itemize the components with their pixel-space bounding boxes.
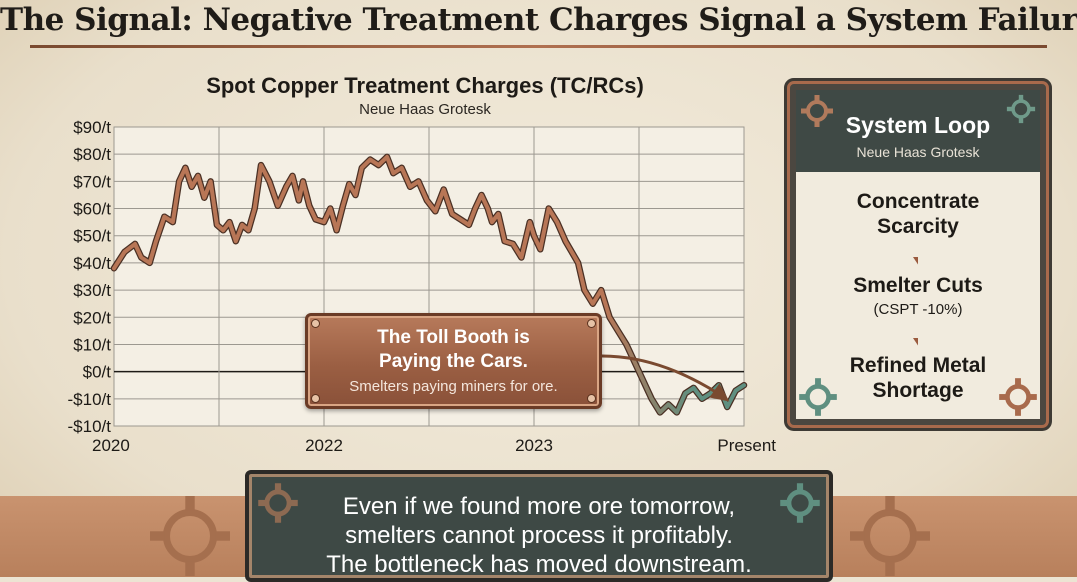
footer-line-1: Even if we found more ore tomorrow,	[342, 493, 736, 520]
y-tick-label: $60/t	[73, 200, 111, 219]
gear-icon	[1006, 94, 1036, 124]
y-tick-label: $90/t	[73, 118, 111, 137]
arrow-down-icon	[913, 338, 918, 346]
gear-icon	[999, 378, 1037, 416]
panel-header: System Loop Neue Haas Grotesk	[796, 90, 1040, 172]
x-tick-label: 2023	[515, 436, 553, 455]
y-tick-label: $80/t	[73, 145, 111, 164]
y-tick-label: $30/t	[73, 281, 111, 300]
chart-series	[110, 153, 748, 416]
gear-icon	[150, 496, 230, 576]
arrow-down-icon	[913, 257, 918, 265]
step-3-line-1: Refined Metal	[849, 354, 987, 377]
y-tick-label: $0/t	[83, 363, 112, 382]
chart-title: Spot Copper Treatment Charges (TC/RCs)	[206, 73, 644, 98]
gear-icon	[258, 483, 298, 523]
callout-arrow	[601, 354, 730, 402]
gear-icon	[780, 483, 820, 523]
series-line	[112, 154, 746, 415]
footer-line-3: The bottleneck has moved downstream.	[326, 551, 752, 578]
system-loop-panel: System Loop Neue Haas Grotesk Concentrat…	[790, 84, 1046, 425]
rivet	[312, 395, 319, 402]
step-refined-metal-shortage: Refined Metal Shortage	[796, 353, 1040, 403]
step-3-line-2: Shortage	[872, 379, 964, 402]
footer-message-box: Even if we found more ore tomorrow, smel…	[245, 470, 833, 582]
y-tick-label: $40/t	[73, 254, 111, 273]
gear-icon	[799, 378, 837, 416]
callout-line-1: The Toll Booth is	[377, 327, 530, 348]
y-tick-label: $20/t	[73, 308, 111, 327]
x-tick-label: 2022	[305, 436, 343, 455]
gear-icon	[850, 496, 930, 576]
arrow-head-icon	[709, 383, 730, 402]
toll-booth-callout: The Toll Booth is Paying the Cars. Smelt…	[305, 313, 602, 409]
y-tick-label: $50/t	[73, 227, 111, 246]
y-tick-label: $70/t	[73, 172, 111, 191]
callout-line-3: Smelters paying miners for ore.	[349, 378, 558, 395]
y-tick-label: -$10/t	[68, 390, 112, 409]
step-concentrate-scarcity: Concentrate Scarcity	[796, 189, 1040, 239]
step-smelter-cuts: Smelter Cuts	[853, 274, 983, 297]
chart-axes: $90/t $80/t $70/t $60/t $50/t $40/t $30/t $20/t…	[68, 118, 777, 455]
step-1-line-2: Scarcity	[877, 215, 959, 238]
y-tick-label: -$10/t	[68, 417, 112, 436]
rivet	[312, 320, 319, 327]
x-tick-label: Present	[717, 436, 776, 455]
callout-heading: The Toll Booth is Paying the Cars.	[308, 326, 599, 374]
footer-text: Even if we found more ore tomorrow, smel…	[249, 492, 829, 579]
panel-title: System Loop	[845, 112, 991, 138]
gear-icon	[801, 95, 833, 127]
footer-line-2: smelters cannot process it profitably.	[345, 522, 733, 549]
y-tick-label: $10/t	[73, 335, 111, 354]
chart-subtitle: Neue Haas Grotesk	[359, 101, 491, 118]
rivet	[588, 320, 595, 327]
rivet	[588, 395, 595, 402]
step-smelter-cuts-note: (CSPT -10%)	[873, 301, 963, 318]
callout-line-2: Paying the Cars.	[379, 351, 528, 372]
page-title: The Signal: Negative Treatment Charges S…	[0, 2, 1077, 38]
callout-arrow-line	[601, 354, 723, 397]
title-divider	[30, 45, 1047, 48]
step-1-line-1: Concentrate	[856, 190, 980, 213]
x-tick-label: 2020	[92, 436, 130, 455]
panel-subtitle: Neue Haas Grotesk	[856, 144, 980, 160]
